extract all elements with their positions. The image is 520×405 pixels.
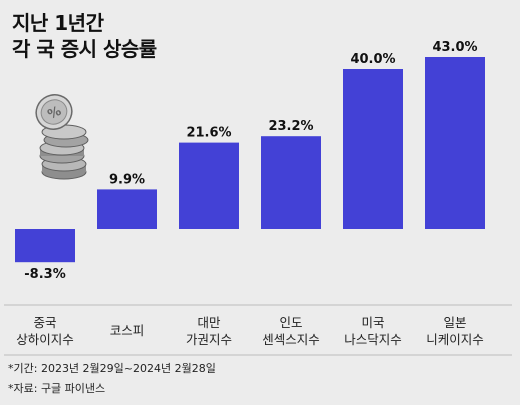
- category-label-line: 나스닥지수: [344, 332, 402, 347]
- bar-3: [261, 136, 321, 229]
- bar-0: [15, 229, 75, 263]
- category-label-1: 코스피: [85, 322, 169, 339]
- footnote-period: *기간: 2023년 2월29일~2024년 2월28일: [8, 362, 216, 375]
- category-label-line: 대만: [197, 315, 221, 330]
- chart-title: 지난 1년간 각 국 증시 상승률: [12, 10, 157, 62]
- coin-stack-icon: %: [28, 92, 98, 186]
- data-label-1: 9.9%: [109, 172, 145, 187]
- data-label-2: 21.6%: [186, 126, 231, 141]
- data-label-3: 23.2%: [268, 119, 313, 134]
- bar-5: [425, 57, 485, 229]
- data-label-4: 40.0%: [350, 52, 395, 67]
- category-label-line: 상하이지수: [16, 332, 74, 347]
- svg-text:%: %: [46, 104, 64, 123]
- bar-4: [343, 69, 403, 229]
- data-label-0: -8.3%: [24, 267, 65, 282]
- category-label-line: 센섹스지수: [262, 332, 320, 347]
- title-line-1: 지난 1년간: [12, 11, 104, 35]
- category-label-line: 가권지수: [185, 332, 232, 347]
- bar-1: [97, 189, 157, 229]
- title-line-2: 각 국 증시 상승률: [12, 37, 157, 61]
- data-label-5: 43.0%: [432, 40, 477, 55]
- bar-2: [179, 142, 239, 229]
- category-label-line: 코스피: [109, 323, 145, 338]
- category-label-line: 미국: [361, 315, 385, 330]
- footnote-source: *자료: 구글 파이낸스: [8, 382, 106, 395]
- category-label-line: 인도: [279, 315, 303, 330]
- category-label-line: 일본: [443, 315, 467, 330]
- category-label-line: 니케이지수: [426, 332, 484, 347]
- category-label-line: 중국: [33, 315, 57, 330]
